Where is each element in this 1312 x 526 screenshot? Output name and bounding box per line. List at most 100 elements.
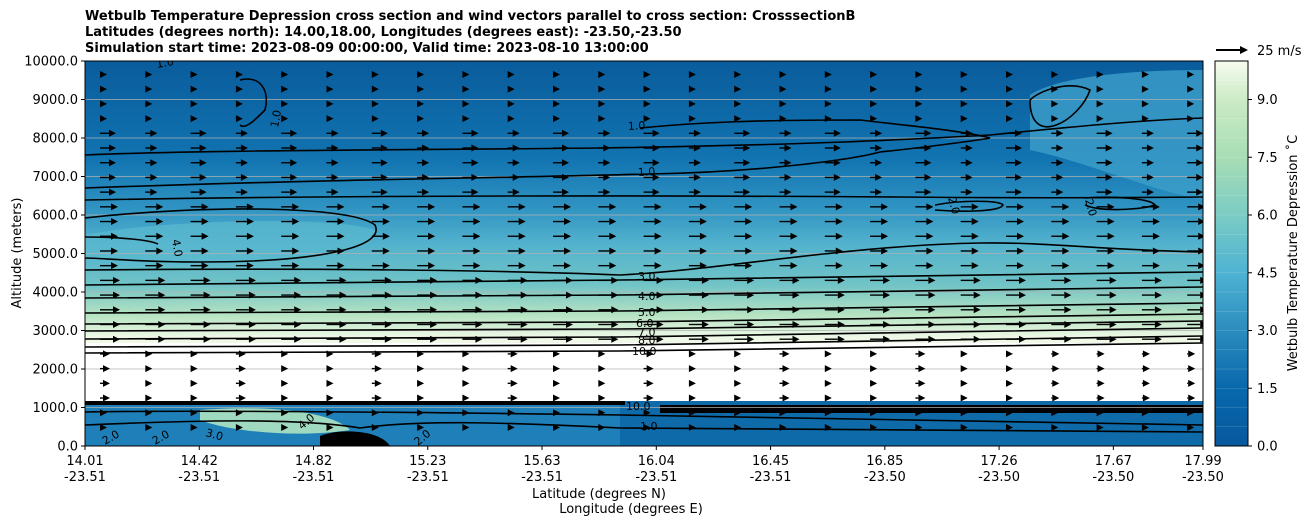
wind-vector (1051, 291, 1072, 299)
wind-vector (1096, 262, 1115, 270)
wind-vector (462, 350, 470, 358)
wind-vector (235, 100, 243, 108)
x-axis: 14.01-23.5114.42-23.5114.82-23.5115.23-2… (64, 446, 1224, 485)
wind-vector (507, 159, 520, 167)
x-tick-label-latitude: 17.67 (1095, 454, 1132, 469)
contour-label: 6.0 (636, 317, 654, 330)
wind-vector (688, 379, 696, 387)
wind-vector (1006, 232, 1024, 240)
wind-vector (281, 232, 300, 240)
wind-vector (326, 394, 334, 402)
wind-vector (779, 350, 790, 358)
wind-vector (1096, 115, 1104, 123)
wind-vector (417, 394, 425, 402)
wind-vector (824, 188, 841, 196)
wind-vector (281, 365, 289, 373)
wind-vector (598, 306, 619, 314)
contour-line (85, 342, 1203, 354)
wind-vector (1006, 100, 1013, 108)
wind-vector (643, 232, 662, 240)
wind-vector (235, 423, 243, 431)
wind-vector (417, 350, 425, 358)
wind-vector (326, 203, 345, 211)
y-axis: 0.0 1000.0 2000.0 3000.0 4000.0 5000.0 6000.0 7… (24, 55, 85, 455)
wind-vector (1187, 335, 1203, 343)
wind-vector (462, 218, 481, 226)
title-line-2: Latitudes (degrees north): 14.00,18.00, … (85, 25, 682, 40)
wind-vector (553, 291, 573, 299)
wind-vector (915, 276, 936, 284)
wind-vector (688, 276, 709, 284)
y-tick-label: 7000.0 (33, 170, 79, 185)
wind-vector (281, 247, 300, 255)
wind-vector (779, 247, 798, 255)
wind-vector (598, 409, 606, 417)
wind-vector (1096, 379, 1105, 387)
wind-vector (1187, 203, 1203, 211)
wind-vector (1051, 100, 1059, 108)
wind-vector (507, 85, 515, 93)
wind-vector (1006, 379, 1013, 387)
wind-vector (462, 262, 481, 270)
wind-vector (1051, 423, 1059, 431)
y-tick-label: 9000.0 (33, 93, 79, 108)
wind-vector (462, 144, 479, 152)
wind-vector (824, 379, 832, 387)
wind-vector (235, 335, 256, 343)
wind-vector (915, 306, 936, 314)
wind-vector (235, 394, 246, 402)
contour-label: 4.0 (638, 290, 656, 303)
wind-vector (462, 159, 479, 167)
wind-vector (190, 115, 198, 123)
wind-vector (326, 409, 334, 417)
wind-vector (553, 159, 569, 167)
wind-vector (417, 379, 425, 387)
wind-vector (1006, 85, 1013, 93)
wind-vector (462, 291, 483, 299)
wind-vector (235, 159, 248, 167)
wind-vector (462, 203, 481, 211)
wind-vector (100, 232, 118, 240)
wind-vector (507, 262, 526, 270)
contour-line (239, 78, 267, 128)
colorbar-tick-label: 6.0 (1257, 209, 1278, 224)
wind-vector (960, 350, 968, 358)
wind-vector (960, 203, 979, 211)
wind-vector (870, 100, 878, 108)
wind-vector (824, 70, 832, 78)
wind-vector (553, 129, 569, 137)
contour-line (85, 286, 1203, 299)
wind-vector (643, 218, 662, 226)
wind-vector (870, 394, 878, 402)
wind-vector (281, 159, 298, 167)
wind-vector (779, 159, 792, 167)
wind-vector (1187, 320, 1203, 328)
wind-vector (688, 173, 701, 181)
wind-vector (145, 276, 166, 284)
wind-vector (371, 173, 388, 181)
wind-vector (779, 232, 798, 240)
wind-vector (371, 188, 388, 196)
wind-vector (734, 262, 753, 270)
contour-label: 1.0 (155, 55, 174, 71)
wind-vector (598, 129, 611, 137)
wind-vector (281, 335, 302, 343)
wind-vector (553, 115, 560, 123)
wind-vector (870, 218, 889, 226)
contour-line (85, 302, 1203, 314)
y-tick-label: 10000.0 (24, 55, 78, 70)
wind-vector (100, 218, 118, 226)
wind-vector (779, 70, 787, 78)
wind-vector (1141, 100, 1149, 108)
wind-vector (100, 188, 116, 196)
wind-vector (190, 85, 198, 93)
wind-vector (190, 350, 198, 358)
wind-vector (100, 350, 110, 358)
wind-vector (870, 320, 891, 328)
wind-vector (507, 379, 518, 387)
wind-vector (100, 85, 107, 93)
contour-label: 10.0 (632, 345, 657, 358)
wind-vector (688, 320, 709, 328)
x-tick-label-longitude: -23.51 (407, 470, 449, 485)
